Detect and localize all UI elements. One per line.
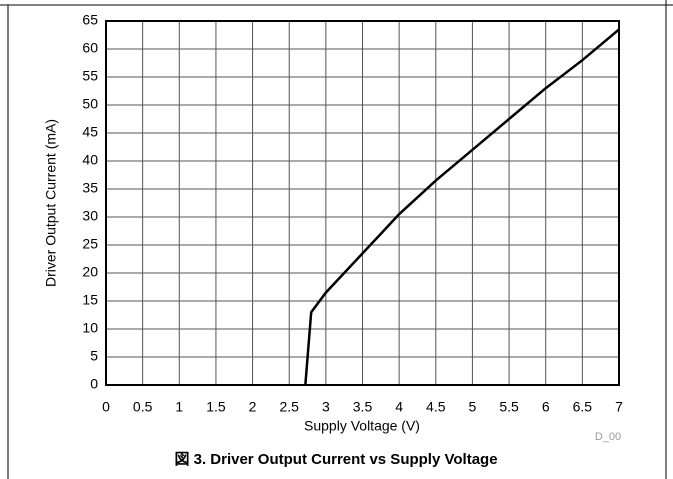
x-tick-label: 5 [469, 399, 477, 415]
x-tick-label: 7 [615, 399, 623, 415]
y-axis-label: Driver Output Current (mA) [43, 119, 59, 287]
y-tick-label: 25 [82, 236, 98, 252]
x-axis-label: Supply Voltage (V) [304, 418, 420, 434]
x-tick-label: 1.5 [206, 399, 226, 415]
line-series [304, 28, 620, 386]
x-tick-label: 1 [175, 399, 183, 415]
y-tick-label: 0 [90, 376, 98, 392]
y-tick-label: 5 [90, 348, 98, 364]
x-tick-label: 0 [102, 399, 110, 415]
y-tick-label: 40 [82, 152, 98, 168]
x-tick-label: 2.5 [279, 399, 299, 415]
y-tick-label: 60 [82, 40, 98, 56]
y-tick-label: 15 [82, 292, 98, 308]
y-tick-label: 30 [82, 208, 98, 224]
chart-title: 図 3. Driver Output Current vs Supply Vol… [174, 451, 497, 468]
x-tick-label: 6.5 [573, 399, 593, 415]
x-tick-label: 0.5 [133, 399, 153, 415]
y-tick-label: 65 [82, 12, 98, 28]
x-tick-label: 5.5 [499, 399, 519, 415]
x-tick-label: 6 [542, 399, 550, 415]
x-tick-label: 4 [395, 399, 403, 415]
annotation: D_00 [595, 431, 621, 443]
x-tick-label: 2 [249, 399, 257, 415]
plot-frame [105, 20, 620, 386]
y-tick-label: 20 [82, 264, 98, 280]
x-tick-label: 3 [322, 399, 330, 415]
y-tick-label: 45 [82, 124, 98, 140]
x-tick-label: 4.5 [426, 399, 446, 415]
x-tick-label: 3.5 [353, 399, 373, 415]
y-tick-label: 55 [82, 68, 98, 84]
y-tick-label: 10 [82, 320, 98, 336]
y-tick-label: 35 [82, 180, 98, 196]
y-tick-label: 50 [82, 96, 98, 112]
